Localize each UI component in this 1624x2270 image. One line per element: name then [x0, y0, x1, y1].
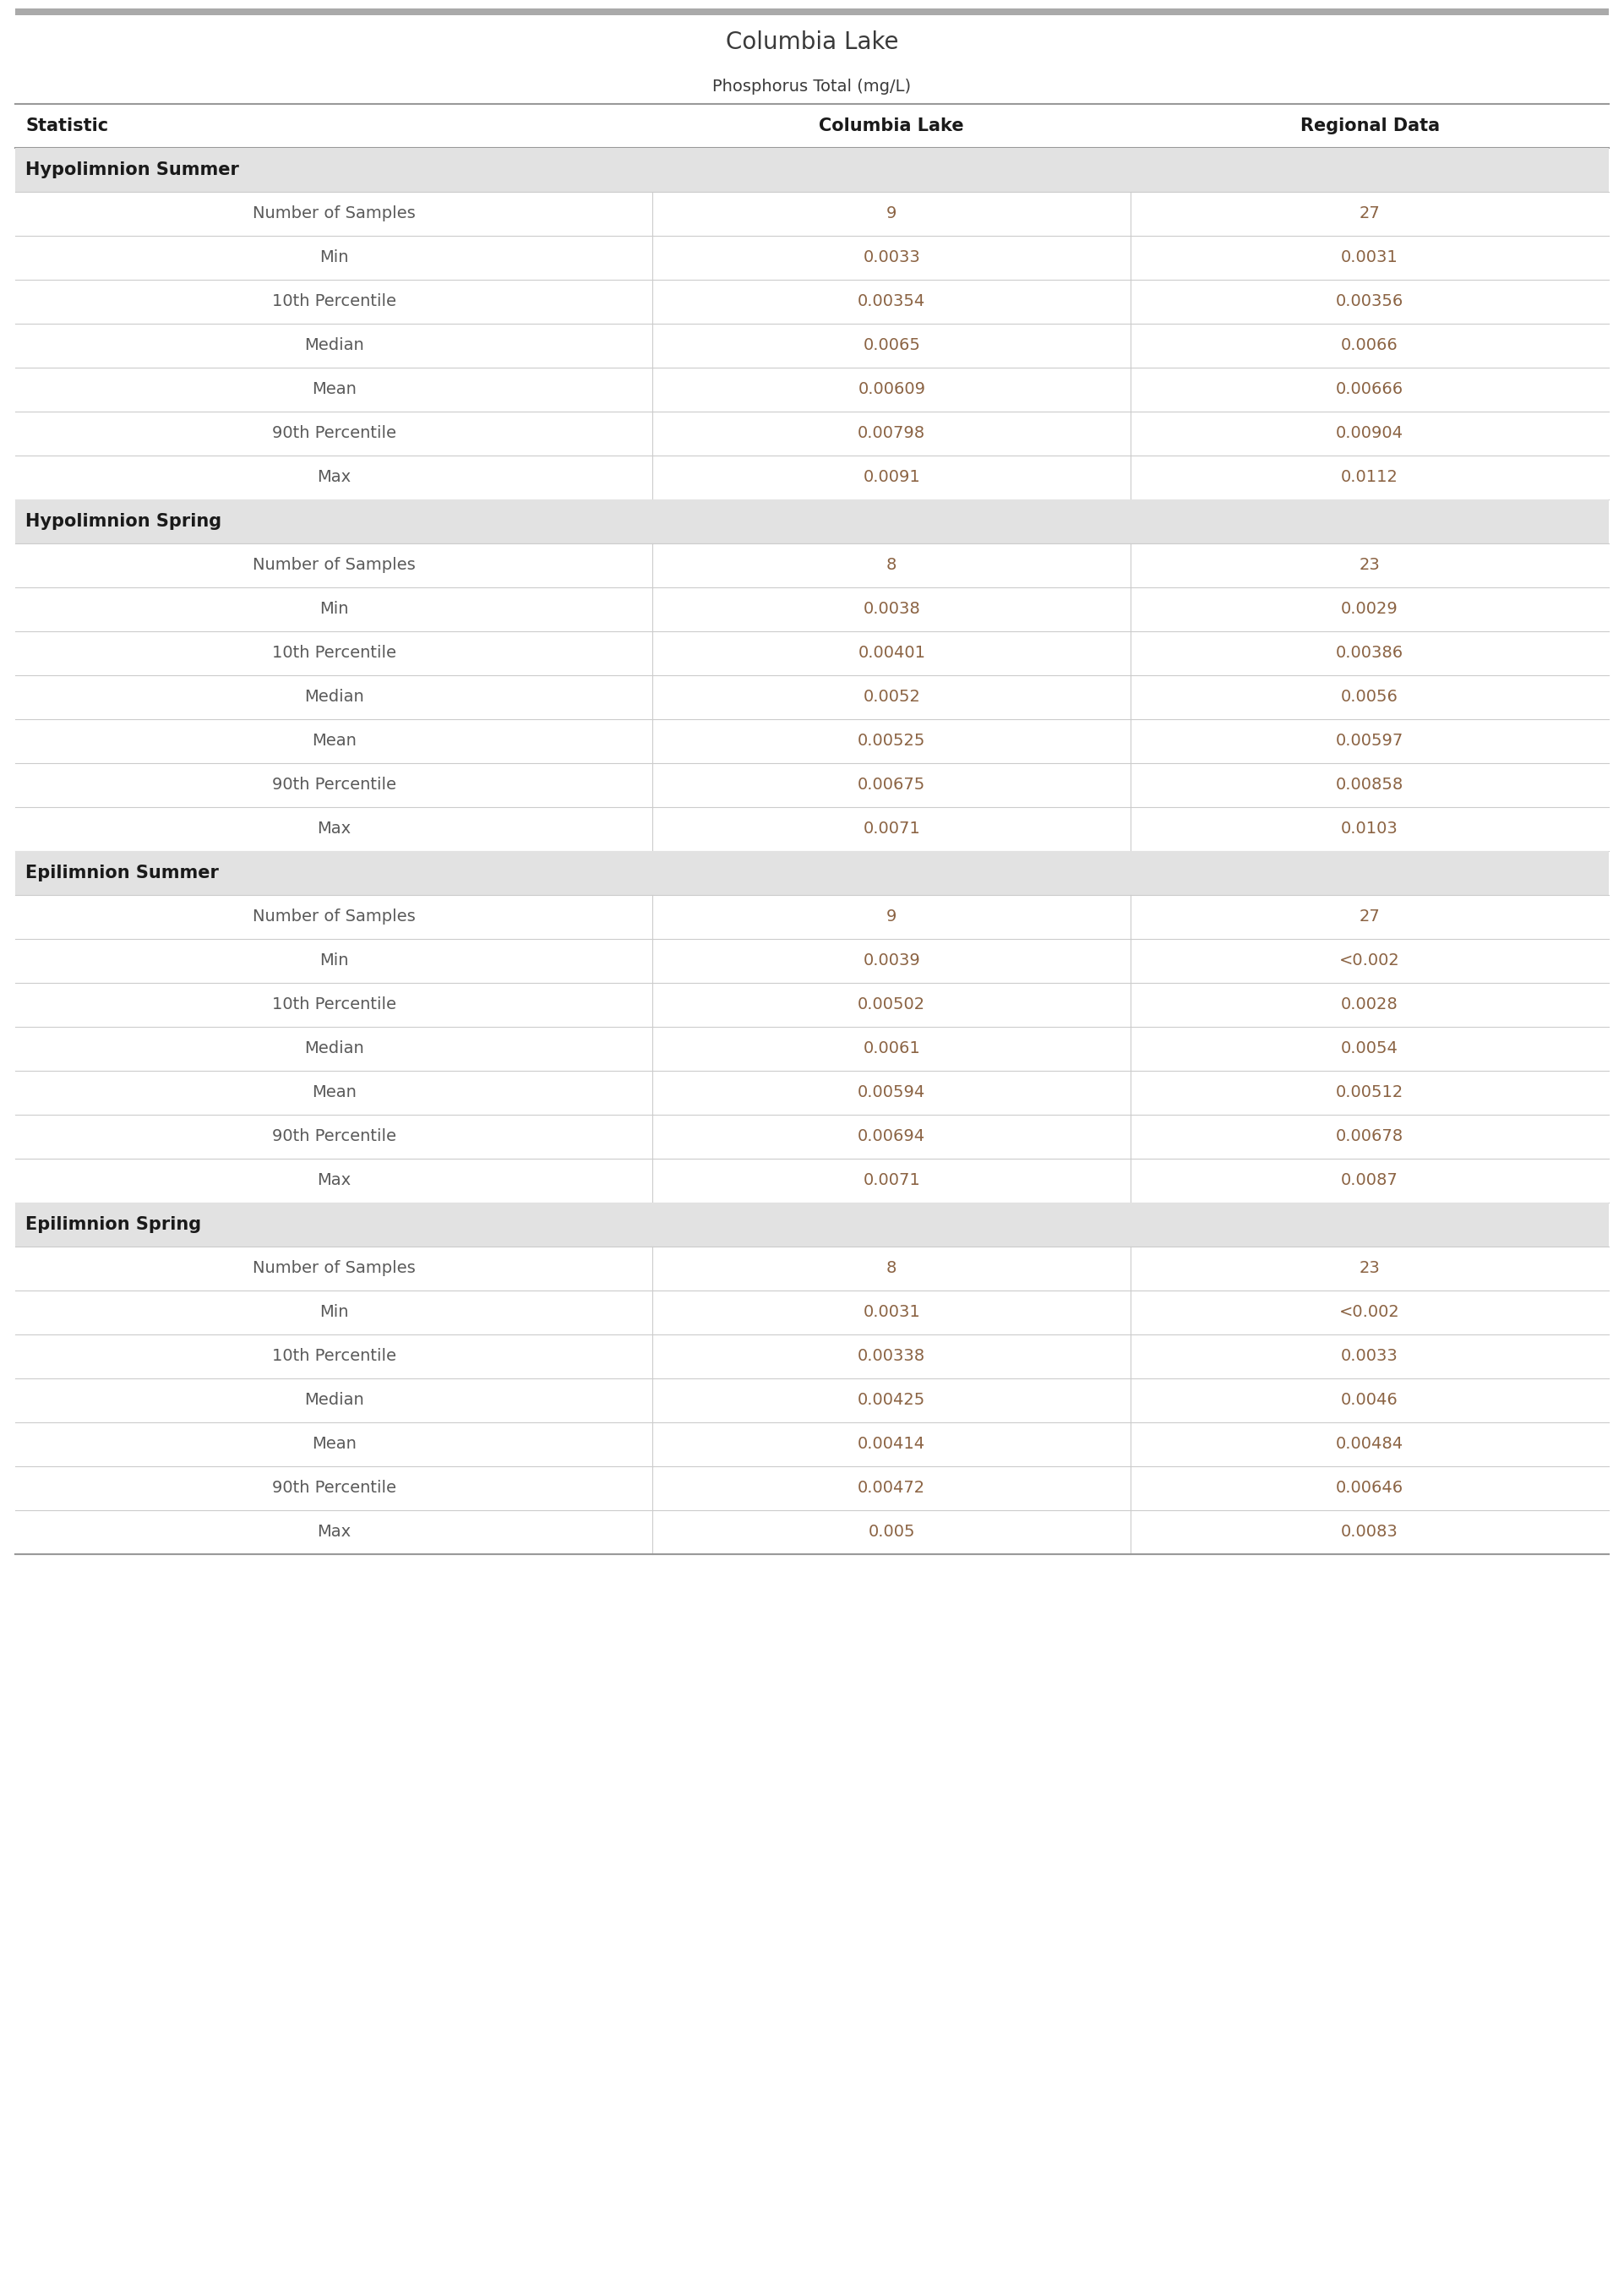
Text: 0.0112: 0.0112 [1341, 470, 1398, 486]
Text: 0.0029: 0.0029 [1341, 602, 1398, 617]
Text: 0.00386: 0.00386 [1337, 645, 1403, 661]
Text: Median: Median [304, 1040, 364, 1058]
Text: 0.00354: 0.00354 [857, 293, 926, 309]
Text: 0.00484: 0.00484 [1337, 1437, 1403, 1453]
Text: Min: Min [320, 602, 349, 617]
Text: 0.0054: 0.0054 [1341, 1040, 1398, 1058]
Text: 0.0083: 0.0083 [1341, 1523, 1398, 1541]
Bar [15, 1203, 1609, 1246]
Text: Median: Median [304, 338, 364, 354]
Text: 0.00609: 0.00609 [857, 381, 926, 397]
Text: 0.00525: 0.00525 [857, 733, 926, 749]
Bar [15, 851, 1609, 894]
Text: Max: Max [317, 822, 351, 838]
Text: 0.00472: 0.00472 [857, 1480, 926, 1496]
Text: 9: 9 [887, 908, 896, 924]
Text: 0.0031: 0.0031 [862, 1305, 921, 1321]
Text: 27: 27 [1359, 207, 1380, 222]
Text: 0.005: 0.005 [869, 1523, 916, 1541]
Text: 23: 23 [1359, 1260, 1380, 1276]
Text: 0.0103: 0.0103 [1341, 822, 1398, 838]
Text: 0.0091: 0.0091 [862, 470, 921, 486]
Text: Epilimnion Summer: Epilimnion Summer [26, 865, 219, 881]
Text: 10th Percentile: 10th Percentile [271, 997, 396, 1012]
Text: 0.00502: 0.00502 [857, 997, 926, 1012]
Text: 0.0087: 0.0087 [1341, 1174, 1398, 1189]
Text: 0.00678: 0.00678 [1337, 1128, 1403, 1144]
Text: 0.00401: 0.00401 [857, 645, 926, 661]
Text: Hypolimnion Spring: Hypolimnion Spring [26, 513, 221, 529]
Text: Columbia Lake: Columbia Lake [726, 32, 898, 54]
Text: 0.0052: 0.0052 [862, 690, 921, 706]
Text: Number of Samples: Number of Samples [252, 207, 416, 222]
Text: 0.0033: 0.0033 [1341, 1348, 1398, 1364]
Text: 23: 23 [1359, 558, 1380, 574]
Text: 0.00904: 0.00904 [1337, 424, 1403, 443]
Text: 0.0061: 0.0061 [862, 1040, 921, 1058]
Text: Number of Samples: Number of Samples [252, 908, 416, 924]
Text: 0.0046: 0.0046 [1341, 1392, 1398, 1407]
Text: 90th Percentile: 90th Percentile [271, 424, 396, 443]
Text: Mean: Mean [312, 1437, 356, 1453]
Text: 0.0056: 0.0056 [1341, 690, 1398, 706]
Text: 0.0071: 0.0071 [862, 822, 921, 838]
Text: 0.0028: 0.0028 [1341, 997, 1398, 1012]
Text: 8: 8 [887, 558, 896, 574]
Text: 10th Percentile: 10th Percentile [271, 1348, 396, 1364]
Text: 0.00512: 0.00512 [1337, 1085, 1403, 1101]
Text: 27: 27 [1359, 908, 1380, 924]
Text: 0.00694: 0.00694 [857, 1128, 926, 1144]
Text: 0.00356: 0.00356 [1337, 293, 1403, 309]
Text: 0.00675: 0.00675 [857, 776, 926, 792]
Text: 0.00338: 0.00338 [857, 1348, 926, 1364]
Text: 0.0039: 0.0039 [862, 953, 921, 969]
Text: 0.00646: 0.00646 [1337, 1480, 1403, 1496]
Text: 0.0071: 0.0071 [862, 1174, 921, 1189]
Text: Regional Data: Regional Data [1299, 118, 1439, 134]
Text: Phosphorus Total (mg/L): Phosphorus Total (mg/L) [713, 79, 911, 95]
Text: Epilimnion Spring: Epilimnion Spring [26, 1217, 201, 1233]
Text: 90th Percentile: 90th Percentile [271, 1128, 396, 1144]
Text: 0.00597: 0.00597 [1337, 733, 1403, 749]
Text: Columbia Lake: Columbia Lake [818, 118, 965, 134]
Text: 0.0038: 0.0038 [862, 602, 921, 617]
Text: Max: Max [317, 1523, 351, 1541]
Text: 0.00414: 0.00414 [857, 1437, 926, 1453]
Text: Max: Max [317, 470, 351, 486]
Text: Number of Samples: Number of Samples [252, 1260, 416, 1276]
Text: 0.0031: 0.0031 [1341, 250, 1398, 266]
Bar [15, 9, 1609, 16]
Text: <0.002: <0.002 [1340, 953, 1400, 969]
Text: 0.0033: 0.0033 [862, 250, 921, 266]
Bar [15, 148, 1609, 193]
Text: Median: Median [304, 690, 364, 706]
Text: 0.00798: 0.00798 [857, 424, 926, 443]
Text: 8: 8 [887, 1260, 896, 1276]
Text: Median: Median [304, 1392, 364, 1407]
Text: Mean: Mean [312, 381, 356, 397]
Text: Mean: Mean [312, 1085, 356, 1101]
Bar [15, 499, 1609, 543]
Text: 9: 9 [887, 207, 896, 222]
Text: 0.0066: 0.0066 [1341, 338, 1398, 354]
Text: Number of Samples: Number of Samples [252, 558, 416, 574]
Text: Max: Max [317, 1174, 351, 1189]
Text: Min: Min [320, 250, 349, 266]
Text: <0.002: <0.002 [1340, 1305, 1400, 1321]
Text: Min: Min [320, 953, 349, 969]
Text: Statistic: Statistic [26, 118, 109, 134]
Text: Min: Min [320, 1305, 349, 1321]
Text: 0.00666: 0.00666 [1337, 381, 1403, 397]
Text: 90th Percentile: 90th Percentile [271, 776, 396, 792]
Text: 0.0065: 0.0065 [862, 338, 921, 354]
Text: Mean: Mean [312, 733, 356, 749]
Text: Hypolimnion Summer: Hypolimnion Summer [26, 161, 239, 179]
Text: 0.00425: 0.00425 [857, 1392, 926, 1407]
Text: 90th Percentile: 90th Percentile [271, 1480, 396, 1496]
Text: 0.00594: 0.00594 [857, 1085, 926, 1101]
Text: 10th Percentile: 10th Percentile [271, 293, 396, 309]
Text: 10th Percentile: 10th Percentile [271, 645, 396, 661]
Text: 0.00858: 0.00858 [1337, 776, 1403, 792]
